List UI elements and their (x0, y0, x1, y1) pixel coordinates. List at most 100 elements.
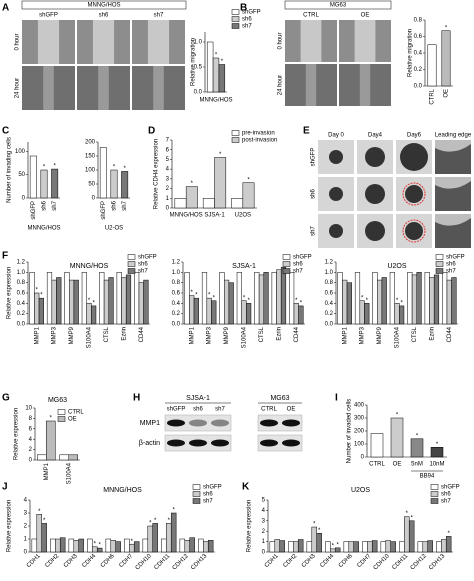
panel-label: E (303, 126, 310, 137)
bar (337, 272, 343, 325)
bar (198, 538, 204, 553)
x-tick-label: 5nM (411, 462, 423, 468)
panel-label: C (2, 126, 9, 137)
blot (257, 414, 303, 432)
column-label: CTRL (303, 13, 319, 19)
bar (185, 186, 198, 209)
y-tick-label: 1.0 (194, 40, 203, 46)
bar (372, 272, 378, 325)
significance-marker: * (213, 295, 216, 301)
legend-swatch (231, 9, 240, 15)
bar (179, 538, 186, 553)
x-tick-label: S100A4 (395, 326, 401, 348)
legend-swatch (192, 491, 201, 497)
spheroid (365, 221, 385, 241)
y-tick-label: 0.8 (414, 18, 423, 24)
bar (367, 541, 373, 553)
column-label: Day4 (368, 133, 383, 139)
significance-marker: * (400, 300, 403, 306)
bar (380, 541, 387, 553)
y-tick-label: 8 (29, 416, 33, 422)
bar (390, 417, 404, 458)
y-tick-label: 200 (354, 429, 365, 435)
scratch-gap (43, 66, 54, 110)
bar (271, 272, 277, 325)
bar (40, 169, 48, 199)
row-label: shGFP (311, 148, 317, 167)
bar (110, 540, 116, 553)
y-tick-label: 0.2 (414, 67, 423, 73)
significance-marker: * (191, 181, 194, 187)
y-tick-label: 100 (85, 168, 96, 174)
x-tick-label: CDH11 (153, 553, 171, 571)
x-tick-label: Ezrin (121, 327, 127, 341)
band (282, 439, 300, 447)
scratch-gap (153, 66, 164, 110)
bar (441, 30, 451, 87)
bar (64, 272, 70, 325)
y-tick-label: 50 (88, 182, 95, 188)
bar (231, 198, 244, 209)
bar (184, 272, 190, 325)
bar (91, 305, 97, 325)
bar (408, 520, 415, 553)
y-tick-label: 1 (24, 537, 28, 543)
y-tick-label: 0.2 (17, 311, 26, 317)
bar (436, 541, 442, 553)
bar (223, 279, 230, 325)
x-tick-label: MMP3 (207, 326, 213, 344)
x-tick-label: MNNG/HOS (170, 213, 203, 219)
bar (68, 538, 75, 553)
legend-label: sh6 (138, 262, 148, 268)
x-axis-label: U2-OS (105, 226, 123, 232)
bar (189, 295, 195, 325)
y-tick-label: 1 (262, 539, 266, 545)
y-tick-label: 0.6 (172, 291, 181, 297)
bar (116, 272, 122, 325)
significance-marker: * (195, 293, 198, 299)
significance-marker: * (416, 433, 419, 439)
y-tick-label: 300 (354, 416, 365, 422)
lane-label: CTRL (261, 407, 277, 413)
y-tick-label: 0.4 (17, 301, 26, 307)
y-axis-label: Relative migration (191, 38, 197, 86)
spheroid (329, 224, 343, 238)
blot (257, 434, 303, 452)
y-tick-label: 0.0 (325, 322, 334, 328)
y-tick-label: 0.0 (414, 84, 423, 90)
panel-label: F (2, 251, 8, 262)
bar (96, 547, 103, 553)
row-label: 24 hour (278, 75, 284, 95)
group-header (21, 0, 187, 10)
scratch-gap (92, 20, 115, 64)
legend-label: shGFP (293, 255, 312, 261)
significance-marker: * (149, 521, 152, 527)
scratch-gap (354, 20, 376, 62)
significance-marker: * (361, 295, 364, 301)
bar (110, 169, 118, 199)
legend-label: shGFP (242, 10, 261, 16)
legend-swatch (435, 261, 444, 267)
bar (68, 279, 75, 325)
bar (371, 540, 378, 553)
x-tick-label: MMP3 (360, 326, 366, 344)
x-tick-label: MMP9 (224, 326, 230, 344)
column-label: shGFP (39, 13, 58, 19)
row-label: 0 hour (278, 32, 284, 49)
x-tick-label: SJSA-1 (204, 213, 225, 219)
x-tick-label: shGFP (101, 201, 107, 220)
x-tick-label: CDH4 (319, 553, 335, 569)
legend-label: sh6 (441, 492, 451, 498)
group-header (284, 0, 392, 10)
bar (279, 540, 285, 553)
bar (411, 274, 418, 325)
bar (202, 198, 215, 209)
bar (258, 274, 265, 325)
bar (92, 546, 98, 553)
x-tick-label: MMP1 (34, 326, 40, 344)
significance-marker: * (113, 165, 116, 171)
x-tick-label: MMP1 (342, 326, 348, 344)
y-axis-label: Relative expression (14, 408, 20, 460)
bar (306, 541, 313, 553)
scratch-gap (300, 20, 322, 62)
